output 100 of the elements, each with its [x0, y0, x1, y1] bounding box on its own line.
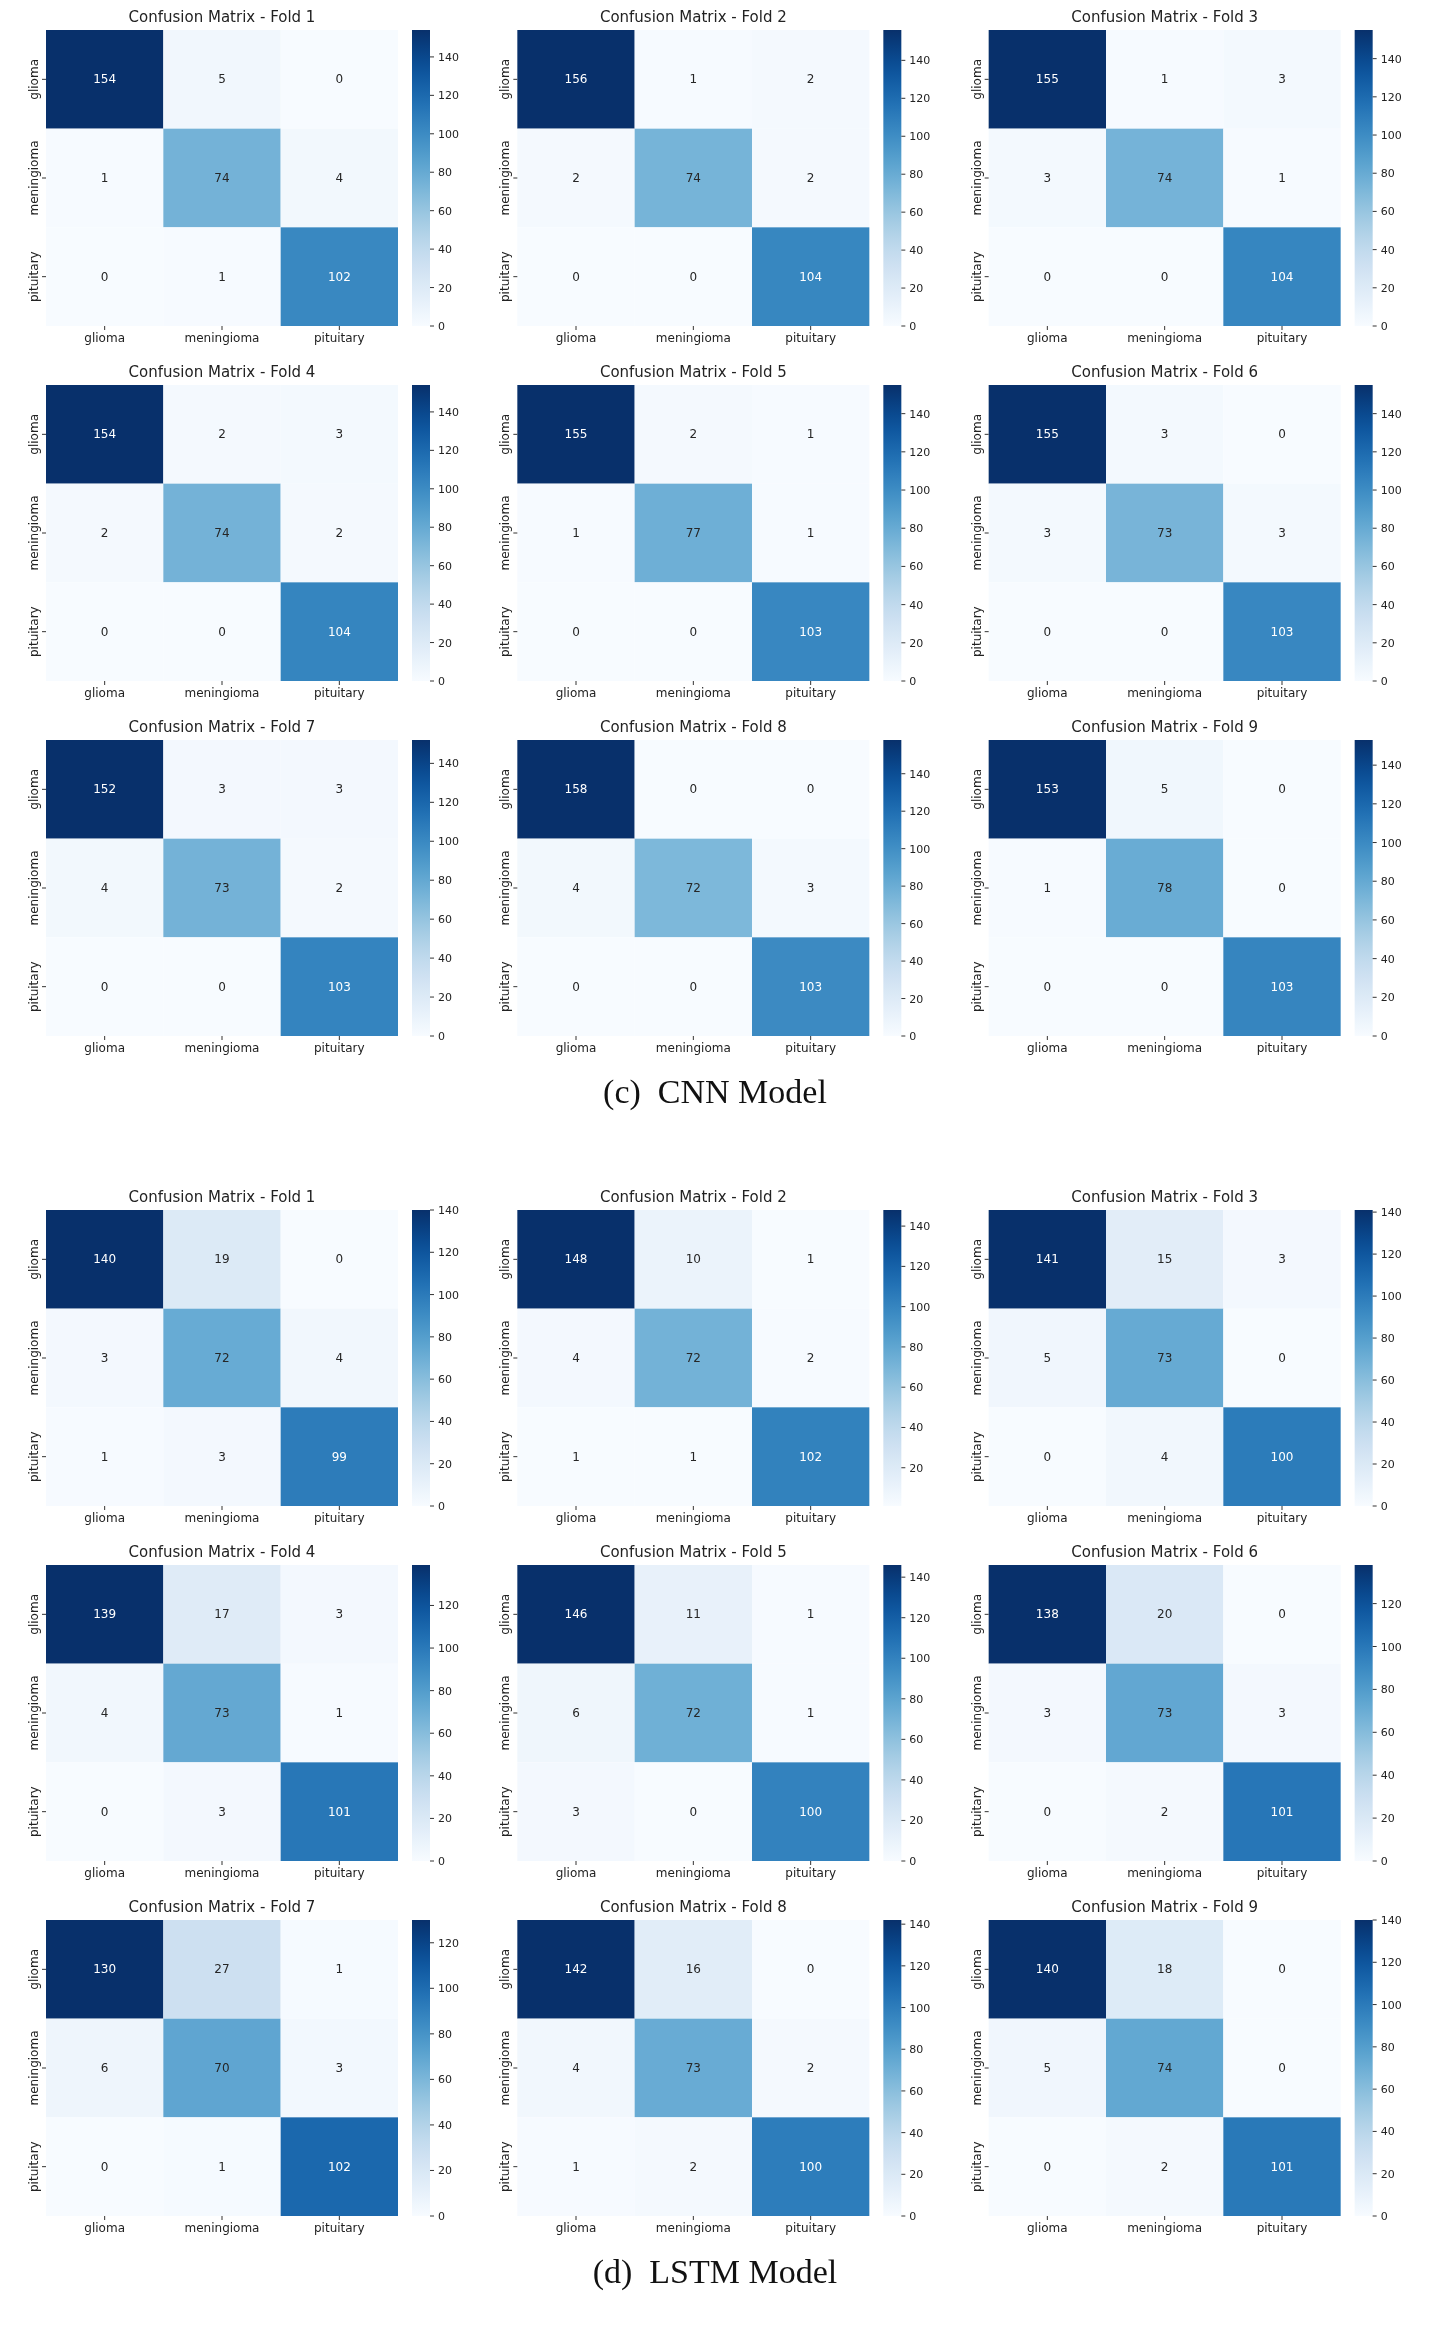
color-bar-label: 100	[438, 1642, 459, 1656]
color-bar-label: 100	[1380, 1998, 1402, 2012]
color-bar-label: 120	[1380, 797, 1402, 811]
color-bar-label: 0	[438, 1030, 445, 1043]
color-bar-label: 120	[909, 445, 931, 459]
data-label: 72	[685, 1706, 701, 1720]
color-bar-label: 100	[1380, 129, 1402, 143]
color-bar-label: 60	[909, 1381, 924, 1395]
y-tick-label: glioma	[27, 414, 41, 455]
color-bar-label: 0	[438, 2210, 445, 2223]
data-label: 4	[100, 1706, 109, 1720]
color-bar-label: 40	[438, 1415, 452, 1429]
chart-title: Confusion Matrix - Fold 3	[1071, 8, 1259, 26]
data-label: 2	[1160, 2159, 1169, 2174]
data-label: 3	[1043, 526, 1052, 540]
data-label: 78	[1157, 881, 1173, 895]
color-bar-label: 60	[1380, 1374, 1395, 1388]
data-label: 0	[100, 2159, 109, 2174]
y-tick-label: meningioma	[27, 495, 41, 571]
color-bar-label: 80	[438, 1684, 452, 1698]
color-bar-label: 120	[438, 1599, 459, 1613]
y-tick-label: pituitary	[969, 1786, 984, 1838]
color-bar-label: 60	[438, 1373, 452, 1387]
color-bar-label: 0	[1380, 1500, 1388, 1513]
x-tick-label: meningioma	[184, 1041, 260, 1055]
data-label: 27	[214, 1962, 230, 1977]
chart-title: Confusion Matrix - Fold 6	[1071, 363, 1259, 381]
color-bar-label: 100	[1380, 1290, 1402, 1304]
color-bar-label: 100	[1380, 1640, 1402, 1654]
data-label: 158	[564, 782, 588, 797]
color-bar-label: 20	[1380, 2167, 1395, 2181]
color-bar-label: 20	[438, 281, 452, 295]
data-label: 3	[1278, 72, 1286, 87]
color-bar-label: 20	[438, 1457, 452, 1471]
data-label: 140	[1035, 1962, 1059, 1977]
data-label: 100	[799, 1804, 823, 1819]
data-label: 0	[1278, 1962, 1286, 1977]
data-label: 0	[1278, 782, 1286, 797]
data-label: 73	[214, 1706, 230, 1720]
data-label: 5	[1160, 782, 1169, 797]
data-label: 0	[100, 269, 109, 284]
color-bar-label: 140	[909, 407, 931, 421]
data-label: 72	[685, 1351, 701, 1365]
data-label: 4	[1160, 1449, 1169, 1464]
color-bar-label: 140	[909, 1220, 931, 1234]
color-bar-label: 20	[909, 636, 924, 650]
data-label: 103	[1270, 624, 1294, 639]
data-label: 16	[685, 1962, 701, 1977]
data-label: 1	[572, 2159, 580, 2174]
y-tick-label: meningioma	[27, 1320, 41, 1396]
x-tick-label: glioma	[84, 331, 125, 345]
color-bar-label: 60	[438, 559, 452, 573]
y-tick-label: pituitary	[27, 606, 41, 658]
y-tick-label: pituitary	[498, 1431, 513, 1483]
data-label: 0	[689, 624, 698, 639]
color-bar-label: 140	[909, 54, 931, 68]
y-tick-label: meningioma	[27, 2030, 41, 2106]
color-bar-label: 0	[909, 320, 917, 333]
y-tick-label: pituitary	[498, 2141, 513, 2193]
x-tick-label: glioma	[555, 686, 597, 700]
color-bar-label: 20	[909, 992, 924, 1006]
color-bar-label: 140	[438, 757, 459, 771]
color-bar-label: 40	[909, 1773, 924, 1787]
color-bar-label: 40	[909, 2126, 924, 2140]
color-bar-label: 140	[438, 1204, 459, 1217]
color-bar-label: 100	[909, 130, 931, 144]
data-label: 102	[799, 1449, 823, 1464]
data-label: 130	[93, 1962, 117, 1977]
chart-title: Confusion Matrix - Fold 5	[599, 363, 787, 381]
color-bar-label: 100	[1380, 484, 1402, 498]
color-bar-label: 40	[438, 952, 452, 966]
data-label: 72	[214, 1351, 230, 1365]
data-label: 0	[1160, 269, 1169, 284]
color-bar-label: 40	[438, 243, 452, 257]
data-label: 70	[214, 2061, 230, 2075]
color-bar-label: 60	[1380, 2083, 1395, 2097]
color-bar-label: 80	[909, 880, 924, 894]
y-tick-label: glioma	[969, 1949, 984, 1990]
data-label: 100	[799, 2159, 823, 2174]
data-label: 4	[572, 2061, 580, 2075]
data-label: 0	[1278, 2061, 1286, 2075]
chart-title: Confusion Matrix - Fold 1	[128, 8, 316, 26]
chart-title: Confusion Matrix - Fold 2	[599, 8, 787, 26]
color-bar-label: 60	[1380, 1726, 1395, 1740]
color-bar-label: 100	[909, 1652, 931, 1666]
data-label: 1	[806, 1607, 815, 1622]
data-label: 139	[93, 1607, 117, 1622]
data-label: 2	[1160, 1804, 1169, 1819]
color-bar-label: 60	[909, 2084, 924, 2098]
color-bar-label: 0	[1380, 1030, 1388, 1043]
data-label: 3	[1278, 1252, 1286, 1267]
data-label: 1	[100, 171, 109, 185]
data-label: 3	[1160, 427, 1169, 442]
y-tick-label: glioma	[498, 1949, 513, 1990]
x-tick-label: meningioma	[1127, 686, 1203, 700]
color-bar-label: 80	[438, 1330, 452, 1344]
color-bar-label: 0	[438, 320, 445, 333]
x-tick-label: pituitary	[313, 686, 365, 700]
color-bar-label: 40	[438, 1769, 452, 1783]
data-label: 5	[1043, 1351, 1052, 1365]
